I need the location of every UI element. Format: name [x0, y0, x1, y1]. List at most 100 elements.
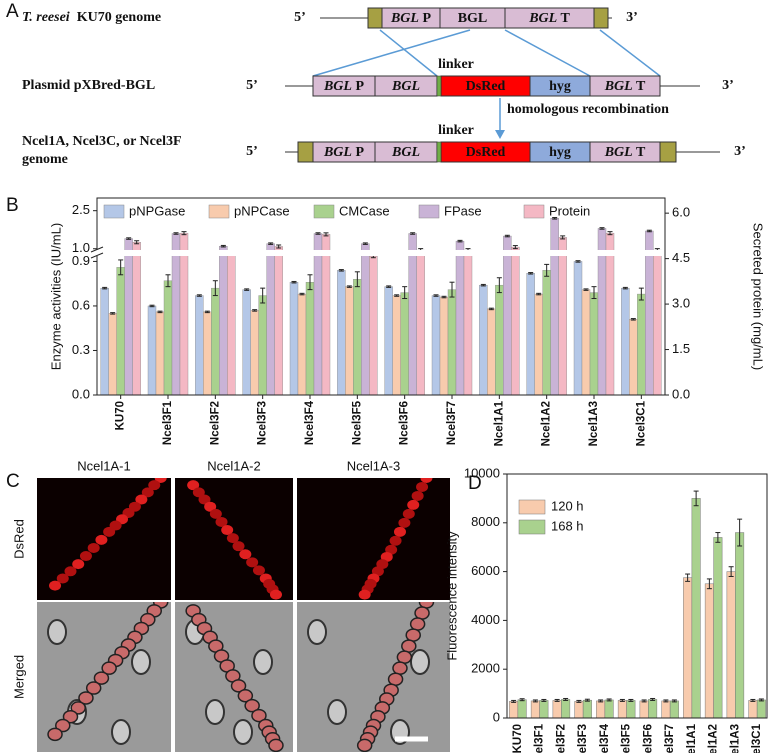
cell — [85, 681, 102, 695]
x-tick-label: Ncel3F3 — [577, 724, 589, 753]
bar — [596, 700, 606, 719]
hypha — [49, 478, 167, 591]
bar — [132, 242, 141, 396]
bar — [661, 700, 671, 719]
bar — [116, 267, 125, 396]
column-label: Ncel1A-3 — [347, 458, 400, 473]
cell — [95, 534, 108, 545]
bar — [219, 245, 228, 396]
bar — [604, 699, 614, 719]
gene-label-part: P — [419, 11, 432, 26]
y2-axis-label: Secreted protein (mg/mL) — [751, 223, 766, 370]
x-tick-label: Ncel1A1 — [493, 400, 505, 446]
bar — [558, 237, 567, 396]
bar — [582, 699, 592, 719]
bar — [195, 295, 204, 396]
bar — [756, 699, 766, 719]
bar — [589, 292, 599, 396]
y2-tick-label: 6.0 — [672, 205, 690, 220]
bar — [526, 273, 535, 396]
hypha — [358, 478, 433, 600]
cell — [141, 487, 154, 498]
y-tick-label: 1.0 — [72, 240, 90, 255]
gene-box — [589, 75, 661, 97]
bar — [573, 261, 583, 396]
bar — [313, 233, 323, 396]
gene-label-part: BGL — [604, 145, 633, 160]
cell — [405, 628, 421, 642]
gene-label-part: BGL — [528, 11, 557, 26]
x-tick-label: Ncel3F1 — [534, 723, 546, 753]
cell — [221, 525, 234, 536]
bar — [605, 232, 615, 396]
cell — [356, 738, 373, 752]
bar — [124, 238, 133, 396]
cell — [239, 549, 252, 560]
cell — [232, 541, 245, 552]
bar — [400, 292, 409, 396]
bar — [626, 700, 636, 719]
bar — [369, 255, 378, 396]
gene-label-part: BGL — [323, 79, 352, 94]
cell — [244, 698, 260, 713]
spore — [131, 649, 151, 675]
column-label: Ncel1A-1 — [77, 458, 130, 473]
bar — [530, 700, 540, 719]
bar — [447, 289, 457, 396]
bar — [621, 287, 630, 396]
cell — [393, 526, 406, 537]
bar — [617, 700, 627, 719]
cell — [420, 478, 433, 483]
cell — [103, 526, 116, 537]
bar — [479, 284, 488, 396]
x-tick-label: Ncel3F7 — [664, 724, 676, 753]
bar — [550, 218, 559, 396]
x-tick-label: Ncel3F6 — [642, 724, 654, 753]
y-tick-label: 10000 — [464, 465, 500, 480]
bar — [250, 310, 259, 396]
spore — [233, 719, 253, 745]
cell — [396, 650, 413, 664]
legend-label: 168 h — [551, 518, 584, 533]
x-tick-label: Ncel3C1 — [751, 723, 763, 753]
x-tick-label: Ncel3C1 — [635, 400, 647, 446]
bar — [637, 293, 646, 396]
bar — [748, 700, 758, 719]
y2-tick-label: 1.5 — [672, 341, 690, 356]
cell — [204, 501, 217, 512]
x-tick-label: Ncel3F7 — [446, 401, 458, 445]
cell — [387, 672, 404, 686]
bar — [100, 287, 109, 396]
gene-label-part: BGL — [323, 145, 352, 160]
bar — [534, 293, 543, 396]
end-label: 5’ — [246, 144, 258, 159]
x-tick-label: Ncel3F2 — [209, 401, 221, 445]
recombination-label: homologous recombination — [507, 102, 669, 117]
cell — [416, 481, 429, 492]
cell — [411, 490, 424, 501]
spore — [205, 699, 225, 725]
end-label: 3’ — [722, 78, 734, 93]
cell — [401, 639, 417, 653]
y-tick-label: 2.5 — [72, 202, 90, 217]
x-tick-label: Ncel3F4 — [304, 400, 316, 445]
bar — [431, 295, 441, 396]
bar — [669, 700, 679, 719]
bar — [171, 233, 181, 396]
legend-swatch — [518, 519, 546, 535]
construct-label: T. reesei KU70 genome — [22, 10, 161, 25]
plot-frame — [96, 197, 666, 396]
gene-label: hyg — [549, 79, 571, 94]
cell — [198, 494, 211, 505]
bar — [581, 289, 591, 396]
bar — [503, 235, 512, 396]
bar — [629, 319, 638, 396]
bar — [691, 498, 701, 719]
bar — [258, 295, 267, 396]
micrographs: Ncel1A-1 Ncel1A-2 Ncel1A-3 DsRed Merged — [11, 458, 450, 752]
legend-label: 120 h — [551, 498, 584, 513]
x-tick-label: Ncel3F5 — [351, 400, 363, 445]
end-label: 5’ — [246, 78, 258, 93]
bar — [147, 305, 157, 396]
